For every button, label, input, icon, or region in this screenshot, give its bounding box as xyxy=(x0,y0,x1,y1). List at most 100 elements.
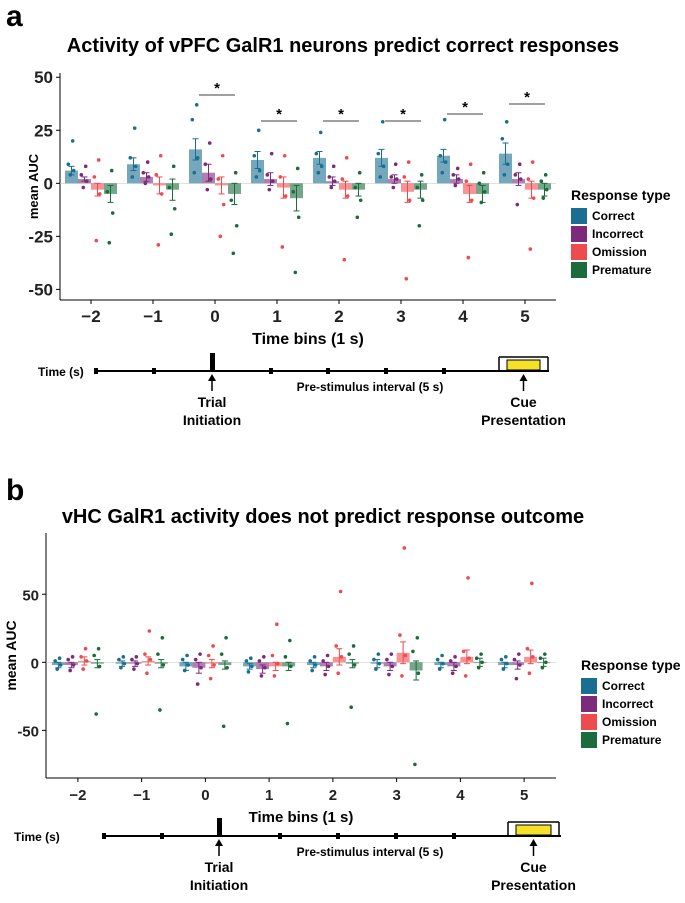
data-point xyxy=(92,653,96,658)
data-point xyxy=(466,576,470,580)
data-point xyxy=(146,175,151,179)
timeline-trial-label: Trial xyxy=(198,394,227,410)
bar-correct xyxy=(251,159,264,184)
data-point xyxy=(252,153,257,158)
data-point xyxy=(295,166,300,171)
data-point xyxy=(398,633,402,637)
legend-label-premature: Premature xyxy=(602,733,662,747)
x-tick-label: 2 xyxy=(334,307,343,326)
data-point xyxy=(393,162,398,167)
data-point xyxy=(385,657,389,662)
data-point xyxy=(246,670,251,674)
data-point xyxy=(84,179,89,183)
timeline-tick xyxy=(452,833,456,839)
data-point xyxy=(79,655,83,659)
y-tick-label: -50 xyxy=(17,723,39,740)
significance-star: * xyxy=(462,99,468,116)
data-point xyxy=(221,202,226,207)
panel-letter-b: b xyxy=(6,474,24,507)
data-point xyxy=(276,661,280,666)
panel-a-plot: 50 25 0 -25 -50 −2 −1 0 1 2 3 4 5 * * * * * * Time bins (1 … xyxy=(26,68,556,348)
data-point xyxy=(132,126,137,130)
data-point xyxy=(194,103,199,107)
x-tick-label: 0 xyxy=(210,307,219,326)
timeline-time-label: Time (s) xyxy=(38,365,84,379)
data-point xyxy=(463,674,468,678)
data-point xyxy=(141,170,146,175)
data-point xyxy=(143,181,148,186)
data-point xyxy=(283,655,288,659)
data-point xyxy=(225,665,229,670)
data-point xyxy=(229,198,234,203)
data-point xyxy=(355,215,360,220)
data-point xyxy=(199,665,203,670)
data-point xyxy=(291,190,296,194)
data-point xyxy=(543,652,547,656)
data-point xyxy=(233,170,238,175)
data-point xyxy=(182,668,187,673)
data-point xyxy=(193,657,198,662)
timeline-interval-label: Pre-stimulus interval (5 s) xyxy=(297,845,444,859)
x-tick-label: 3 xyxy=(396,307,405,326)
x-tick-label: −1 xyxy=(143,307,162,326)
data-point xyxy=(435,657,440,662)
data-point xyxy=(455,166,460,171)
data-point xyxy=(517,652,521,656)
x-tick-label: 0 xyxy=(201,787,209,804)
data-point xyxy=(530,581,534,586)
data-point xyxy=(413,762,417,767)
timeline-tick xyxy=(384,368,388,374)
y-tick-label: 50 xyxy=(34,68,53,87)
y-axis-title: mean AUC xyxy=(3,620,19,690)
data-point xyxy=(539,179,544,183)
data-point xyxy=(156,243,161,247)
legend-label-incorrect: Incorrect xyxy=(602,697,653,711)
panel-b-legend: Response type Correct Incorrect Omission Pre… xyxy=(581,657,681,748)
data-point xyxy=(208,676,213,681)
data-point xyxy=(400,674,404,678)
data-point xyxy=(345,194,350,198)
data-point xyxy=(254,175,259,179)
arrow-up-icon xyxy=(529,839,538,846)
data-point xyxy=(186,663,190,667)
data-point xyxy=(270,179,275,183)
data-point xyxy=(262,655,266,659)
data-point xyxy=(443,160,448,164)
bar-correct xyxy=(313,157,326,184)
significance-star: * xyxy=(400,106,406,123)
data-point xyxy=(57,656,62,661)
data-point xyxy=(195,682,200,686)
data-point xyxy=(270,653,275,658)
data-point xyxy=(195,156,200,160)
data-point xyxy=(68,173,73,177)
data-point xyxy=(448,659,453,663)
data-point xyxy=(477,181,482,186)
data-point xyxy=(278,175,283,179)
data-point xyxy=(339,655,344,659)
arrow-up-icon xyxy=(519,374,528,381)
y-tick-label: -25 xyxy=(28,227,53,246)
y-tick-label: -50 xyxy=(28,280,53,299)
data-point xyxy=(352,663,357,667)
data-point xyxy=(117,657,121,662)
legend-label-correct: Correct xyxy=(602,679,645,693)
data-point xyxy=(540,665,545,670)
data-point xyxy=(288,638,292,643)
data-point xyxy=(518,663,522,667)
data-point xyxy=(293,270,298,275)
data-point xyxy=(402,175,407,179)
data-point xyxy=(198,652,202,656)
legend-title: Response type xyxy=(581,657,681,673)
timeline-tick xyxy=(102,833,106,839)
data-point xyxy=(417,223,422,228)
data-point xyxy=(224,636,228,640)
data-point xyxy=(143,652,147,656)
data-point xyxy=(407,198,412,203)
timeline-interval-label: Pre-stimulus interval (5 s) xyxy=(297,380,444,394)
legend-swatch-incorrect xyxy=(571,226,587,242)
data-point xyxy=(504,655,508,659)
data-point xyxy=(275,622,279,626)
data-point xyxy=(474,656,479,661)
data-point xyxy=(456,177,461,181)
x-tick-label: 2 xyxy=(329,787,337,804)
